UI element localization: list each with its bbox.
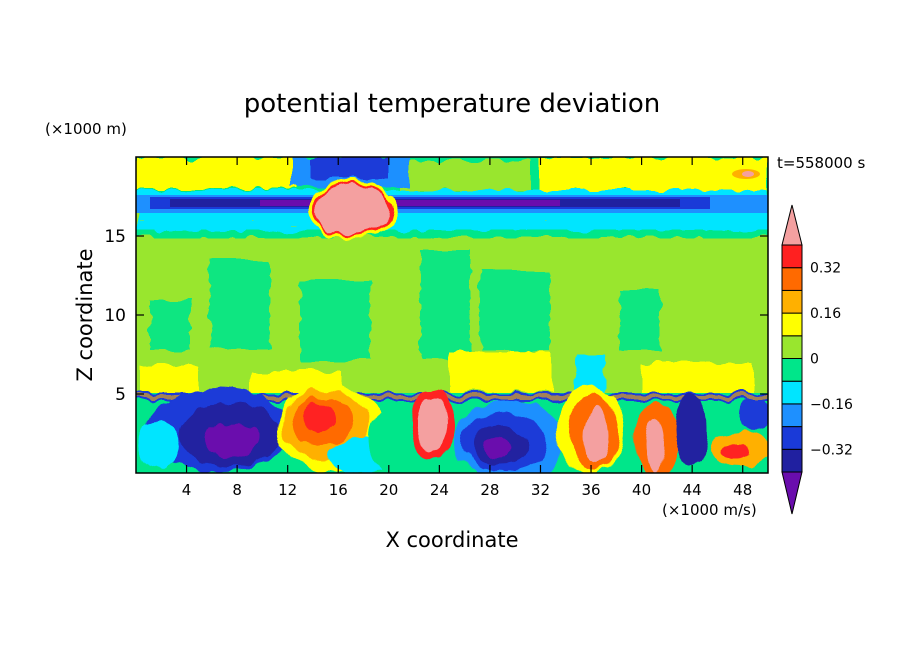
- colorbar: 0.32 0.16 0 −0.16 −0.32: [781, 204, 853, 515]
- heatmap-region-midtrop-streaks: [150, 250, 660, 360]
- colorbar-label: 0.16: [810, 306, 841, 322]
- colorbar-label: −0.16: [810, 397, 853, 413]
- y-axis-ticks: 5 10 15: [104, 227, 768, 405]
- heatmap-region-strat-pink-spot: [742, 171, 754, 177]
- colorbar-swatch: [781, 448, 803, 473]
- x-unit-label: (×1000 m/s): [662, 501, 757, 519]
- colorbar-upper-extend: [781, 204, 803, 246]
- colorbar-swatch: [781, 267, 803, 291]
- colorbar-swatch: [781, 358, 803, 382]
- colorbar-swatch: [781, 289, 803, 314]
- x-tick-label: 32: [531, 481, 550, 499]
- x-tick-label: 40: [632, 481, 651, 499]
- y-unit-label: (×1000 m): [45, 120, 127, 138]
- colorbar-label: 0: [810, 352, 819, 368]
- heatmap-field: [136, 157, 768, 473]
- heatmap-region-strat-mid-green: [400, 160, 530, 190]
- y-tick-label: 15: [104, 227, 126, 247]
- x-tick-label: 28: [480, 481, 499, 499]
- colorbar-swatch: [781, 335, 803, 359]
- x-axis-label: X coordinate: [385, 528, 518, 552]
- heatmap-region-warm-blob: [308, 180, 396, 240]
- y-tick-label: 10: [104, 306, 126, 326]
- colorbar-swatch: [781, 244, 803, 269]
- y-tick-label: 5: [115, 385, 126, 405]
- x-tick-label: 12: [278, 481, 297, 499]
- heatmap-region-boundary-cells: [136, 386, 768, 473]
- heatmap-region-strat-yellow-left: [136, 157, 296, 189]
- x-axis-ticks: 4 8 12 16 20 24 28 32 36 40 44 48: [182, 157, 752, 499]
- heatmap-region-cyan-patch: [575, 355, 605, 391]
- x-tick-label: 4: [182, 481, 192, 499]
- heatmap-region-strat-yellow-right: [540, 157, 768, 191]
- x-tick-label: 16: [329, 481, 348, 499]
- x-tick-label: 36: [581, 481, 600, 499]
- x-tick-label: 48: [733, 481, 752, 499]
- colorbar-swatch: [781, 426, 803, 450]
- heatmap-region-band-lower-green: [136, 230, 768, 238]
- colorbar-label: −0.32: [810, 442, 853, 458]
- colorbar-label: 0.32: [810, 261, 841, 277]
- colorbar-lower-extend: [781, 471, 803, 515]
- heatmap-region-strat-darkblue-cap: [310, 157, 390, 179]
- chart-title: potential temperature deviation: [244, 89, 660, 119]
- heatmap-region-yellow-ridges: [140, 352, 750, 394]
- heatmap-region-band-purple: [260, 200, 560, 206]
- x-tick-label: 20: [379, 481, 398, 499]
- x-tick-label: 8: [232, 481, 242, 499]
- colorbar-swatch: [781, 403, 803, 428]
- x-tick-label: 44: [683, 481, 702, 499]
- y-axis-label: Z coordinate: [73, 248, 97, 381]
- time-label: t=558000 s: [777, 154, 865, 172]
- colorbar-swatch: [781, 312, 803, 337]
- x-tick-label: 24: [430, 481, 449, 499]
- colorbar-swatch: [781, 380, 803, 405]
